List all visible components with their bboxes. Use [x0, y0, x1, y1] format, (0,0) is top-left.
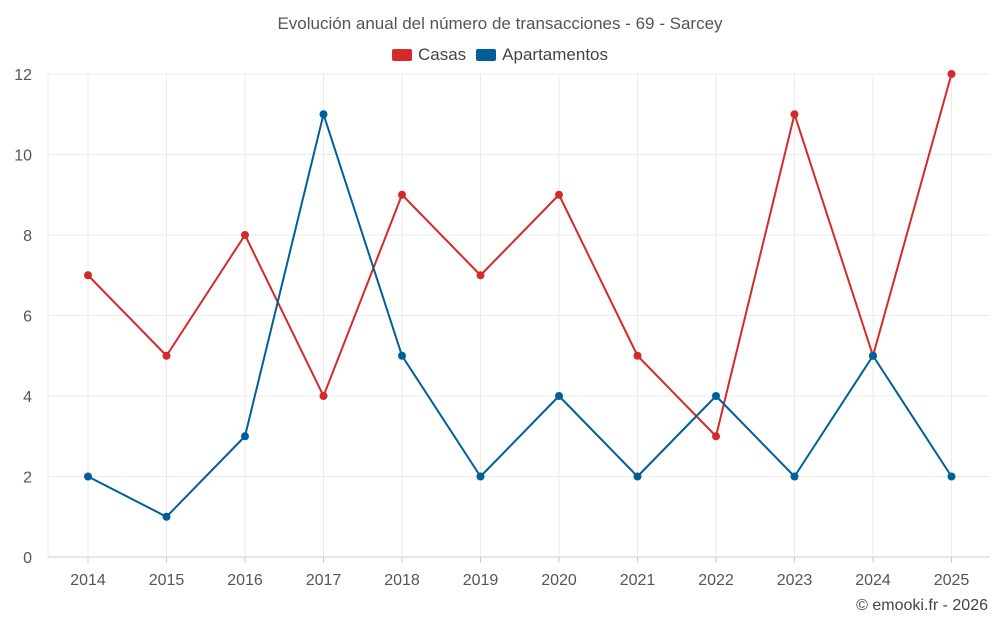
legend-swatch-apartamentos	[476, 49, 497, 61]
data-point-apartamentos	[555, 392, 563, 400]
y-tick-label: 4	[23, 389, 32, 406]
legend-swatch-casas	[391, 49, 412, 61]
legend-item-apartamentos[interactable]: Apartamentos	[476, 45, 608, 65]
data-point-casas	[947, 70, 956, 78]
x-tick-label: 2016	[227, 572, 263, 589]
data-point-apartamentos	[398, 351, 406, 360]
x-tick-label: 2025	[934, 572, 970, 589]
x-tick-label: 2017	[306, 572, 342, 589]
x-tick-label: 2019	[463, 572, 499, 589]
series-line-apartamentos	[87, 113, 953, 518]
y-tick-label: 6	[23, 309, 32, 326]
data-point-casas	[712, 432, 720, 441]
series-line-casas	[87, 73, 953, 438]
data-point-casas	[398, 190, 406, 199]
data-point-casas	[241, 231, 249, 239]
data-point-casas	[84, 271, 92, 280]
x-tick-label: 2018	[384, 572, 420, 589]
legend-label-casas: Casas	[417, 45, 467, 64]
data-point-casas	[162, 351, 171, 360]
data-point-apartamentos	[790, 472, 799, 481]
legend-label-apartamentos: Apartamentos	[502, 45, 609, 64]
data-point-apartamentos	[84, 472, 92, 481]
data-point-casas	[633, 351, 642, 360]
y-tick-label: 8	[23, 228, 32, 245]
data-point-apartamentos	[947, 472, 956, 481]
y-tick-label: 10	[14, 148, 32, 165]
y-tick-label: 12	[14, 67, 32, 84]
data-point-apartamentos	[241, 432, 249, 441]
data-point-casas	[790, 110, 799, 119]
chart-title: Evolución anual del número de transaccio…	[277, 14, 723, 33]
y-tick-label: 0	[23, 550, 32, 567]
grid	[48, 73, 990, 558]
series	[84, 70, 956, 521]
x-tick-label: 2023	[777, 572, 813, 589]
legend-item-casas[interactable]: Casas	[391, 45, 467, 65]
x-tick-label: 2015	[149, 572, 185, 589]
y-tick-label: 2	[23, 470, 32, 487]
data-point-casas	[319, 392, 328, 400]
data-point-apartamentos	[869, 351, 877, 360]
x-tick-label: 2024	[855, 572, 891, 589]
copyright-text: © emooki.fr - 2026	[856, 597, 988, 614]
data-point-apartamentos	[319, 110, 328, 119]
axes: 0 2 4 6 8 10 12 2014 2015 2016 2017 2018 2019 2020 202…	[14, 67, 969, 589]
data-point-casas	[555, 190, 563, 199]
data-point-apartamentos	[633, 472, 642, 481]
x-tick-label: 2014	[70, 572, 106, 589]
data-point-apartamentos	[476, 472, 485, 481]
legend: Casas Apartamentos	[0, 45, 1000, 65]
data-point-casas	[476, 271, 485, 280]
data-point-apartamentos	[162, 512, 171, 521]
x-tick-label: 2021	[620, 572, 656, 589]
data-point-apartamentos	[712, 392, 720, 400]
x-tick-label: 2022	[698, 572, 734, 589]
x-tick-label: 2020	[541, 572, 577, 589]
